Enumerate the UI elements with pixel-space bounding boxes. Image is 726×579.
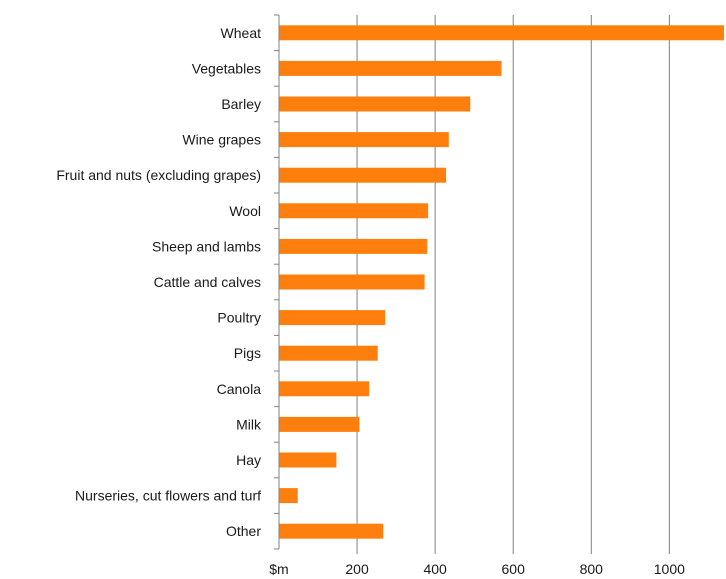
bar-wine-grapes — [279, 132, 449, 148]
category-label: Canola — [217, 381, 262, 397]
x-tick-label: 600 — [502, 561, 526, 577]
category-label: Nurseries, cut flowers and turf — [75, 488, 261, 504]
bar-canola — [279, 381, 370, 397]
bar-nurseries-cut-flowers-and-turf — [279, 488, 298, 504]
bar-other — [279, 523, 384, 539]
x-tick-label: $m — [269, 561, 288, 577]
bar-pigs — [279, 345, 378, 361]
category-label: Wine grapes — [182, 132, 261, 148]
x-tick-label: 400 — [423, 561, 447, 577]
bar-fruit-and-nuts-excluding-grapes- — [279, 167, 447, 183]
category-labels: Wheat Vegetables Barley Wine grapes Fruit an… — [56, 25, 262, 539]
category-label: Pigs — [234, 345, 261, 361]
bar-sheep-and-lambs — [279, 238, 428, 254]
category-label: Cattle and calves — [154, 274, 261, 290]
category-label: Poultry — [217, 310, 261, 326]
category-label: Milk — [236, 416, 262, 432]
bars — [279, 25, 724, 539]
bar-wool — [279, 203, 429, 219]
category-label: Fruit and nuts (excluding grapes) — [56, 167, 261, 183]
category-label: Sheep and lambs — [152, 238, 261, 254]
category-label: Barley — [221, 96, 261, 112]
category-label: Wheat — [221, 25, 262, 41]
bar-cattle-and-calves — [279, 274, 425, 290]
category-label: Wool — [229, 203, 261, 219]
category-label: Other — [226, 523, 261, 539]
axes — [274, 14, 280, 550]
x-tick-label: 1000 — [654, 561, 685, 577]
x-tick-label: 200 — [345, 561, 369, 577]
category-label: Hay — [236, 452, 261, 468]
x-tick-label: 800 — [580, 561, 604, 577]
x-tick-labels: $m 200 400 600 800 1000 — [269, 561, 685, 577]
bar-vegetables — [279, 60, 502, 76]
bar-hay — [279, 452, 337, 468]
bar-barley — [279, 96, 471, 112]
bar-milk — [279, 416, 360, 432]
bar-wheat — [279, 25, 724, 41]
category-label: Vegetables — [192, 60, 261, 76]
bar-poultry — [279, 310, 386, 326]
